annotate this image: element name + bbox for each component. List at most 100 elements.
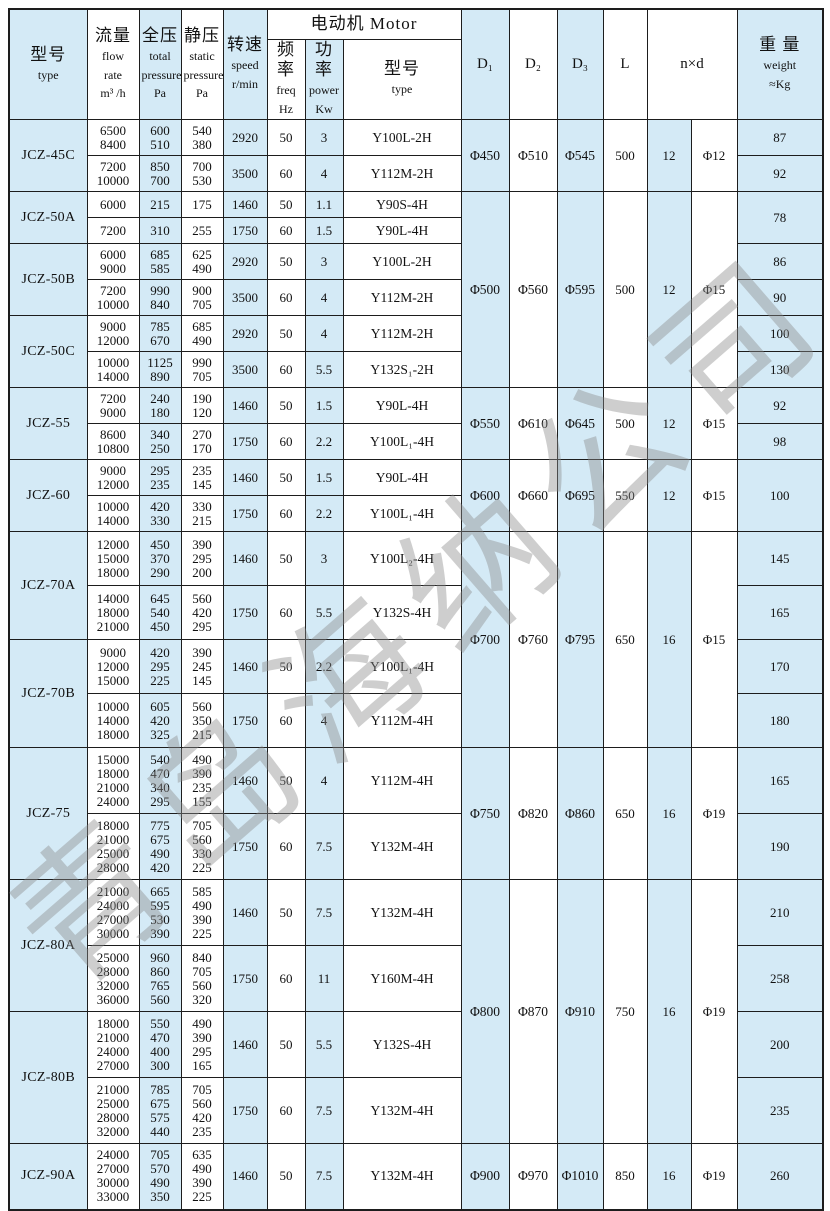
cell-text: 500 — [615, 147, 635, 163]
cell-total-pressure: 785 675 575 440 — [138, 1077, 182, 1144]
cell-text: 390 — [192, 536, 212, 552]
cell-text: Φ695 — [564, 487, 596, 503]
cell-d3: Φ1010 — [556, 1143, 604, 1210]
cell-text: 1.5 — [315, 397, 333, 413]
cell-l: 850 — [602, 1143, 648, 1210]
cell-text: 420 — [150, 859, 170, 875]
cell-motor-type: Y112M-2H — [342, 315, 462, 352]
cell-text: 860 — [150, 963, 170, 979]
cell-freq: 50 — [266, 459, 306, 496]
cell-text: 350 — [192, 712, 212, 728]
col-d1: D₁ — [460, 8, 510, 120]
cell-freq: 60 — [266, 1077, 306, 1144]
cell-text: JCZ-90A — [21, 1168, 76, 1184]
cell-text: 16 — [662, 805, 676, 821]
cell-d3: Φ695 — [556, 459, 604, 532]
cell-text: 21000 — [96, 831, 130, 847]
cell-motor-type: Y100L₁-4H — [342, 495, 462, 532]
cell-static-pressure: 840 705 560 320 — [180, 945, 224, 1012]
col-speed: 转速 speed r/min — [222, 8, 268, 120]
cell-text: 235 — [192, 462, 212, 478]
cell-text: 24000 — [96, 897, 130, 913]
cell-motor-type: Y90L-4H — [342, 459, 462, 496]
cell-speed: 1460 — [222, 531, 268, 586]
cell-flow: 10000 14000 — [86, 351, 140, 388]
cell-static-pressure: 635 490 390 225 — [180, 1143, 224, 1210]
cell-total-pressure: 665 595 530 390 — [138, 879, 182, 946]
cell-motor-type: Y112M-2H — [342, 155, 462, 192]
cell-text: 900 — [192, 282, 212, 298]
cell-text: 600 — [150, 122, 170, 138]
cell-text: 960 — [150, 949, 170, 965]
cell-static-pressure: 490 390 295 165 — [180, 1011, 224, 1078]
cell-text: 8600 — [100, 426, 126, 442]
cell-text: D₂ — [524, 56, 542, 73]
cell-text: pressure — [183, 67, 223, 82]
col-l: L — [602, 8, 648, 120]
cell-total-pressure: 295 235 — [138, 459, 182, 496]
cell-d1: Φ750 — [460, 747, 510, 880]
cell-text: 2920 — [232, 129, 258, 145]
cell-freq: 50 — [266, 243, 306, 280]
cell-text: 60 — [279, 505, 293, 521]
cell-text: JCZ-75 — [26, 805, 71, 821]
cell-freq: 60 — [266, 945, 306, 1012]
cell-text: 50 — [279, 196, 293, 212]
cell-text: 1.5 — [315, 469, 333, 485]
cell-text: JCZ-80B — [21, 1069, 75, 1085]
cell-text: 490 — [150, 1175, 170, 1191]
cell-flow: 9000 12000 15000 — [86, 639, 140, 694]
cell-flow: 14000 18000 21000 — [86, 585, 140, 640]
cell-text: 1460 — [232, 1036, 258, 1052]
cell-speed: 2920 — [222, 119, 268, 156]
cell-text: Y132M-4H — [370, 838, 434, 854]
cell-flow: 7200 — [86, 217, 140, 244]
cell-text: 重 量 — [759, 35, 801, 55]
cell-l: 500 — [602, 387, 648, 460]
cell-text: Y112M-4H — [370, 712, 434, 728]
cell-static-pressure: 390 245 145 — [180, 639, 224, 694]
cell-text: 10800 — [96, 440, 130, 456]
cell-text: JCZ-45C — [21, 147, 75, 163]
cell-n: 16 — [646, 879, 692, 1144]
cell-motor-type: Y100L₁-4H — [342, 423, 462, 460]
cell-text: 7.5 — [315, 1102, 333, 1118]
cell-text: 12000 — [96, 658, 130, 674]
cell-text: 665 — [150, 883, 170, 899]
cell-static-pressure: 255 — [180, 217, 224, 244]
cell-text: 165 — [770, 772, 790, 788]
cell-text: 390 — [192, 1029, 212, 1045]
cell-motor-type: Y112M-4H — [342, 747, 462, 814]
cell-text: 4 — [320, 712, 328, 728]
cell-flow: 18000 21000 25000 28000 — [86, 813, 140, 880]
cell-text: 100 — [770, 487, 790, 503]
cell-flow: 9000 12000 — [86, 459, 140, 496]
cell-text: total — [149, 48, 171, 63]
cell-text: 675 — [150, 1095, 170, 1111]
cell-freq: 50 — [266, 879, 306, 946]
cell-power: 1.1 — [304, 191, 344, 218]
cell-flow: 10000 14000 — [86, 495, 140, 532]
cell-model: JCZ-45C — [8, 119, 88, 192]
cell-text: 15000 — [96, 751, 130, 767]
cell-text: 50 — [279, 325, 293, 341]
cell-text: 92 — [773, 397, 787, 413]
cell-text: JCZ-60 — [26, 487, 71, 503]
cell-text: 型号 — [384, 59, 420, 79]
cell-text: 290 — [150, 564, 170, 580]
cell-text: type — [37, 67, 59, 82]
cell-text: 27000 — [96, 1057, 130, 1073]
cell-text: 320 — [192, 991, 212, 1007]
cell-power: 3 — [304, 531, 344, 586]
cell-text: 240 — [150, 390, 170, 406]
cell-model: JCZ-50C — [8, 315, 88, 388]
cell-freq: 50 — [266, 531, 306, 586]
cell-speed: 3500 — [222, 279, 268, 316]
cell-text: 270 — [192, 426, 212, 442]
cell-d: Φ15 — [690, 531, 738, 748]
cell-motor-type: Y132M-4H — [342, 879, 462, 946]
cell-freq: 50 — [266, 747, 306, 814]
cell-text: Y100L₁-4H — [370, 505, 434, 521]
cell-total-pressure: 215 — [138, 191, 182, 218]
cell-text: 7200 — [100, 390, 126, 406]
